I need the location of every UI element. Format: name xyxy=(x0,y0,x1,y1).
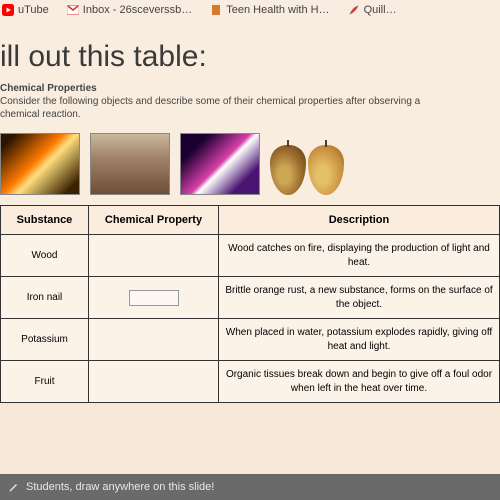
chemical-properties-table: Substance Chemical Property Description … xyxy=(0,205,500,403)
pear-fresh xyxy=(308,145,344,195)
tab-label: uTube xyxy=(18,4,49,16)
slide-subtitle: Chemical Properties Consider the followi… xyxy=(0,80,500,127)
cell-substance: Potassium xyxy=(1,319,89,361)
subtitle-line-2: chemical reaction. xyxy=(0,108,500,121)
tab-teen-health[interactable]: Teen Health with H… xyxy=(210,4,329,16)
doc-icon xyxy=(210,4,222,16)
gmail-icon xyxy=(67,4,79,16)
pear-rotten xyxy=(270,145,306,195)
peardeck-student-bar: Students, draw anywhere on this slide! xyxy=(0,474,500,500)
col-header-substance: Substance xyxy=(1,206,89,235)
image-fruit-pears xyxy=(270,145,344,195)
tab-quill[interactable]: Quill… xyxy=(348,4,397,16)
col-header-chemprop: Chemical Property xyxy=(89,206,219,235)
image-iron-rust xyxy=(90,133,170,195)
tab-label: Teen Health with H… xyxy=(226,4,329,16)
youtube-icon xyxy=(2,4,14,16)
image-potassium xyxy=(180,133,260,195)
cell-substance: Fruit xyxy=(1,361,89,403)
table-row: Potassium When placed in water, potassiu… xyxy=(1,319,500,361)
tab-label: Quill… xyxy=(364,4,397,16)
tab-label: Inbox - 26sceverssb… xyxy=(83,4,192,16)
example-images-row xyxy=(0,127,500,205)
cell-substance: Wood xyxy=(1,235,89,277)
cell-chemprop-input[interactable] xyxy=(89,235,219,277)
cell-substance: Iron nail xyxy=(1,277,89,319)
image-wood-fire xyxy=(0,133,80,195)
bottom-bar-text: Students, draw anywhere on this slide! xyxy=(26,481,214,493)
cell-chemprop-input[interactable] xyxy=(89,277,219,319)
subtitle-heading: Chemical Properties xyxy=(0,82,500,95)
browser-tab-strip: uTube Inbox - 26sceverssb… Teen Health w… xyxy=(0,0,500,24)
table-row: Fruit Organic tissues break down and beg… xyxy=(1,361,500,403)
pen-icon xyxy=(8,481,20,493)
tab-gmail[interactable]: Inbox - 26sceverssb… xyxy=(67,4,192,16)
slide-content: ill out this table: Chemical Properties … xyxy=(0,24,500,403)
cell-description: Brittle orange rust, a new substance, fo… xyxy=(219,277,500,319)
cell-chemprop-input[interactable] xyxy=(89,319,219,361)
table-row: Wood Wood catches on fire, displaying th… xyxy=(1,235,500,277)
cell-chemprop-input[interactable] xyxy=(89,361,219,403)
feather-icon xyxy=(348,4,360,16)
text-input-box[interactable] xyxy=(129,290,179,306)
cell-description: Wood catches on fire, displaying the pro… xyxy=(219,235,500,277)
slide-title: ill out this table: xyxy=(0,34,500,80)
cell-description: Organic tissues break down and begin to … xyxy=(219,361,500,403)
subtitle-line-1: Consider the following objects and descr… xyxy=(0,95,500,108)
col-header-description: Description xyxy=(219,206,500,235)
cell-description: When placed in water, potassium explodes… xyxy=(219,319,500,361)
table-row: Iron nail Brittle orange rust, a new sub… xyxy=(1,277,500,319)
tab-youtube[interactable]: uTube xyxy=(2,4,49,16)
